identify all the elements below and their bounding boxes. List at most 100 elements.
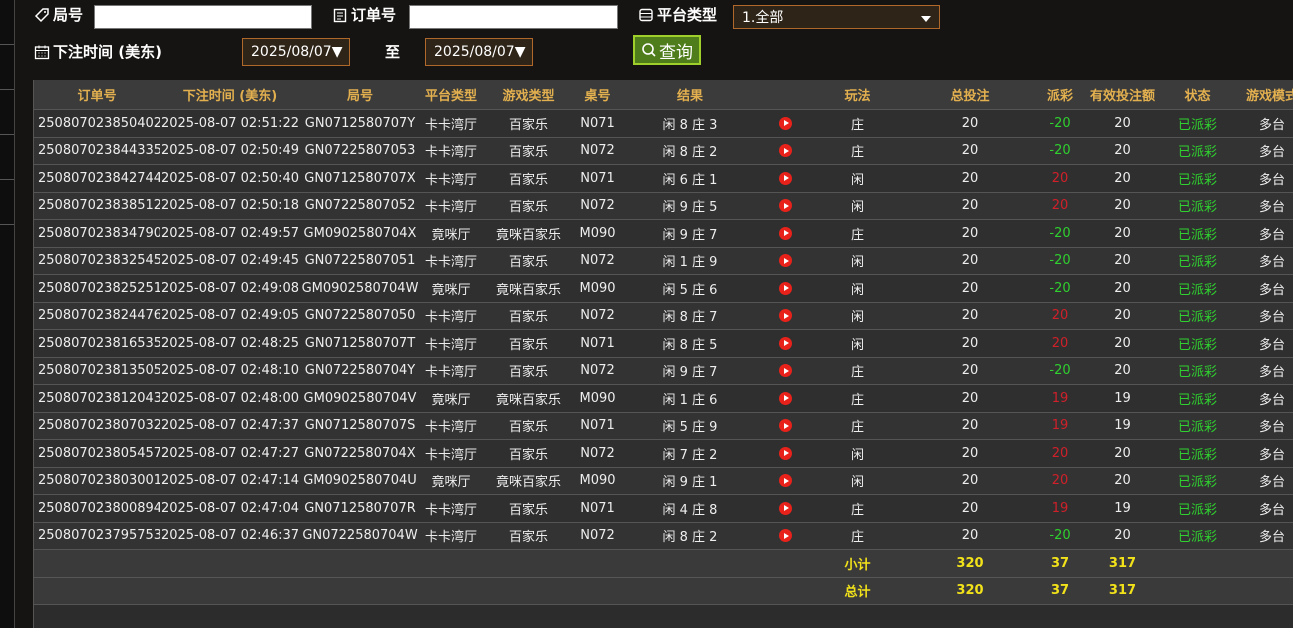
- table-cell: 2025-08-07 02:47:14: [160, 467, 300, 495]
- empty-cell: [760, 577, 810, 605]
- table-cell: 庄: [810, 219, 905, 248]
- table-cell: N071: [575, 329, 620, 358]
- table-row: 250807023838512 2025-08-07 02:50:18 GN0722…: [34, 192, 1293, 220]
- table-cell: 卡卡湾厅: [420, 247, 482, 275]
- table-cell: 庄: [810, 384, 905, 413]
- replay-cell: [760, 137, 810, 165]
- replay-icon[interactable]: [778, 474, 792, 488]
- table-cell: 闲 9 庄 7: [620, 357, 760, 385]
- table-cell: 闲: [810, 439, 905, 468]
- table-row: 250807023816535 2025-08-07 02:48:25 GN0712…: [34, 329, 1293, 358]
- table-cell: 20: [905, 522, 1035, 550]
- table-cell: GM0902580704V: [300, 384, 420, 413]
- empty-cell: [482, 549, 575, 578]
- table-cell: 2025-08-07 02:51:22: [160, 109, 300, 138]
- table-cell: 卡卡湾厅: [420, 137, 482, 165]
- table-cell: 2025-08-07 02:47:27: [160, 439, 300, 468]
- table-cell: N072: [575, 439, 620, 468]
- table-cell: 闲 5 庄 6: [620, 274, 760, 303]
- table-body: 250807023850402 2025-08-07 02:51:22 GN0712…: [34, 109, 1293, 605]
- table-cell: 20: [905, 109, 1035, 138]
- table-cell: 百家乐: [482, 494, 575, 523]
- table-cell: 庄: [810, 412, 905, 440]
- table-cell: GN0722580704X: [300, 439, 420, 468]
- button-label: 查询: [659, 42, 693, 63]
- platform-select[interactable]: 1.全部: [733, 5, 940, 29]
- replay-cell: [760, 247, 810, 275]
- table-cell: 多台: [1235, 439, 1293, 468]
- table-cell: 闲: [810, 329, 905, 358]
- total-value: 317: [1085, 577, 1160, 605]
- table-cell: 百家乐: [482, 137, 575, 165]
- table-cell: 已派彩: [1160, 494, 1235, 523]
- subtotal-value: 320: [905, 549, 1035, 578]
- table-cell: GN07225807053: [300, 137, 420, 165]
- order-input[interactable]: [409, 5, 618, 29]
- replay-icon[interactable]: [778, 171, 792, 185]
- table-wrapper: 订单号 下注时间 (美东) 局号 平台类型 游戏类型 桌号 结果 玩法 总投注 派彩 有效投注额 状态…: [33, 80, 1293, 628]
- replay-icon[interactable]: [778, 419, 792, 433]
- table-row: 250807023824476 2025-08-07 02:49:05 GN0722…: [34, 302, 1293, 330]
- calendar-icon: [34, 45, 50, 59]
- table-cell: 闲 9 庄 7: [620, 219, 760, 248]
- table-cell: 20: [1035, 302, 1085, 330]
- table-cell: 已派彩: [1160, 247, 1235, 275]
- table-cell: 20: [905, 192, 1035, 220]
- query-button[interactable]: 查询: [633, 35, 701, 65]
- table-cell: 竟咪百家乐: [482, 384, 575, 413]
- empty-cell: [34, 577, 160, 605]
- replay-cell: [760, 522, 810, 550]
- replay-icon[interactable]: [778, 254, 792, 268]
- table-cell: N072: [575, 247, 620, 275]
- table-cell: -20: [1035, 247, 1085, 275]
- date-to[interactable]: 2025/08/07▼: [425, 38, 533, 66]
- table-cell: GN0712580707S: [300, 412, 420, 440]
- table-cell: 20: [1085, 439, 1160, 468]
- column-header: 下注时间 (美东): [160, 80, 300, 110]
- table-cell: -20: [1035, 357, 1085, 385]
- table-cell: GM0902580704X: [300, 219, 420, 248]
- replay-icon[interactable]: [778, 364, 792, 378]
- replay-icon[interactable]: [778, 391, 792, 405]
- sidebar: [0, 0, 15, 628]
- table-cell: 闲 8 庄 2: [620, 522, 760, 550]
- table-cell: 多台: [1235, 494, 1293, 523]
- table-cell: 20: [905, 137, 1035, 165]
- table-cell: N071: [575, 412, 620, 440]
- table-cell: 闲: [810, 247, 905, 275]
- table-cell: 卡卡湾厅: [420, 522, 482, 550]
- table-cell: GN07225807052: [300, 192, 420, 220]
- table-cell: 250807023795753: [34, 522, 160, 550]
- table-cell: 2025-08-07 02:48:00: [160, 384, 300, 413]
- replay-icon[interactable]: [778, 501, 792, 515]
- replay-icon[interactable]: [778, 281, 792, 295]
- replay-icon[interactable]: [778, 529, 792, 543]
- table-row: 250807023832545 2025-08-07 02:49:45 GN0722…: [34, 247, 1293, 275]
- date-from[interactable]: 2025/08/07▼: [242, 38, 350, 66]
- table-cell: 竟咪百家乐: [482, 219, 575, 248]
- empty-cell: [34, 549, 160, 578]
- table-cell: 庄: [810, 357, 905, 385]
- table-cell: N072: [575, 357, 620, 385]
- table-cell: 闲 6 庄 1: [620, 164, 760, 193]
- column-header: 订单号: [34, 80, 160, 110]
- platform-label: 平台类型: [638, 4, 717, 25]
- replay-icon[interactable]: [778, 199, 792, 213]
- table-cell: 2025-08-07 02:49:05: [160, 302, 300, 330]
- table-cell: 250807023812043: [34, 384, 160, 413]
- replay-icon[interactable]: [778, 446, 792, 460]
- table-cell: -20: [1035, 219, 1085, 248]
- table-cell: N071: [575, 494, 620, 523]
- table-cell: GN0722580704Y: [300, 357, 420, 385]
- table-row: 250807023844335 2025-08-07 02:50:49 GN0722…: [34, 137, 1293, 165]
- table-cell: 250807023800894: [34, 494, 160, 523]
- replay-icon[interactable]: [778, 309, 792, 323]
- table-cell: 闲 7 庄 2: [620, 439, 760, 468]
- replay-icon[interactable]: [778, 116, 792, 130]
- replay-icon[interactable]: [778, 336, 792, 350]
- round-input[interactable]: [94, 5, 312, 29]
- replay-icon[interactable]: [778, 226, 792, 240]
- column-header: 总投注: [905, 80, 1035, 110]
- clipboard-icon: [333, 8, 347, 22]
- replay-icon[interactable]: [778, 144, 792, 158]
